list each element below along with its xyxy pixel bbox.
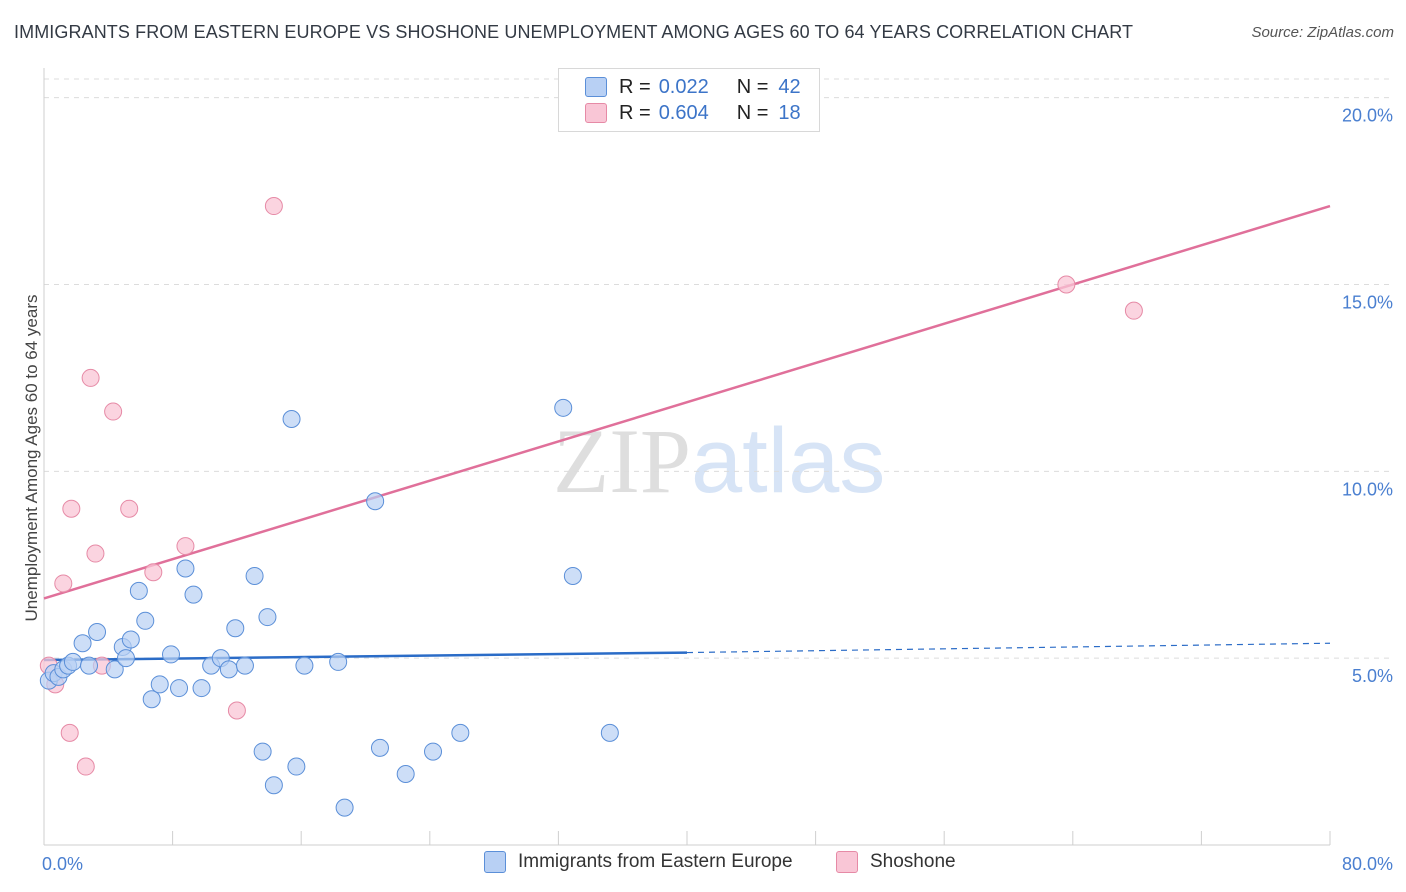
data-point-immigrants <box>295 656 314 675</box>
data-point-immigrants <box>396 765 415 784</box>
data-point-immigrants <box>282 410 301 429</box>
data-point-immigrants <box>600 723 619 742</box>
data-point-immigrants <box>121 630 140 649</box>
x-tick-label: 0.0% <box>42 854 83 874</box>
data-point-immigrants <box>176 559 195 578</box>
y-tick-label: 5.0% <box>1352 666 1393 686</box>
data-point-immigrants <box>366 492 385 511</box>
series-legend-label: Shoshone <box>870 851 956 872</box>
data-point-immigrants <box>451 723 470 742</box>
data-point-immigrants <box>150 675 169 694</box>
data-point-immigrants <box>424 742 443 761</box>
data-point-immigrants <box>105 660 124 679</box>
data-point-immigrants <box>129 581 148 600</box>
y-tick-label: 15.0% <box>1342 293 1393 313</box>
data-point-immigrants <box>170 679 189 698</box>
data-point-shoshone <box>76 757 95 776</box>
data-point-shoshone <box>1124 301 1143 320</box>
data-point-immigrants <box>258 608 277 627</box>
data-point-immigrants <box>554 398 573 417</box>
legend-n-value: 42 <box>778 75 801 98</box>
chart-title: IMMIGRANTS FROM EASTERN EUROPE VS SHOSHO… <box>14 22 1134 42</box>
data-point-immigrants <box>226 619 245 638</box>
data-point-immigrants <box>116 649 135 668</box>
y-axis-title: Unemployment Among Ages 60 to 64 years <box>22 295 41 622</box>
data-point-immigrants <box>161 645 180 664</box>
trend-line-immigrants <box>43 651 688 662</box>
series-swatch-blue <box>484 851 506 873</box>
trend-lines <box>43 204 1331 662</box>
legend-n-label: N = <box>736 75 769 98</box>
data-points <box>39 197 1143 817</box>
watermark-atlas: atlas <box>691 410 886 512</box>
data-point-shoshone <box>54 574 73 593</box>
grid <box>44 78 1394 659</box>
series-legend: Immigrants from Eastern Europe Shoshone <box>0 851 1406 879</box>
series-swatch-pink <box>836 851 858 873</box>
data-point-immigrants <box>80 656 99 675</box>
data-point-shoshone <box>1057 275 1076 294</box>
data-point-immigrants <box>73 634 92 653</box>
data-point-shoshone <box>264 197 283 216</box>
data-point-immigrants <box>235 656 254 675</box>
watermark: ZIPatlas <box>553 408 885 514</box>
trend-line-immigrants-extension <box>686 642 1331 654</box>
stats-legend: R = 0.022 N = 42 R = 0.604 N = 18 <box>558 68 820 132</box>
axes <box>43 68 1331 846</box>
series-legend-shoshone[interactable]: Shoshone <box>836 851 956 873</box>
data-point-immigrants <box>287 757 306 776</box>
data-point-immigrants <box>136 611 155 630</box>
data-point-shoshone <box>60 723 79 742</box>
legend-row-immigrants: R = 0.022 N = 42 <box>559 74 801 100</box>
legend-row-shoshone: R = 0.604 N = 18 <box>559 100 801 126</box>
data-point-immigrants <box>245 566 264 585</box>
legend-r-value: 0.604 <box>658 101 709 124</box>
tick-labels: 5.0% 10.0% 15.0% 20.0% 0.0% 80.0% <box>42 106 1393 874</box>
data-point-immigrants <box>192 679 211 698</box>
y-tick-label: 20.0% <box>1342 106 1393 126</box>
data-point-immigrants <box>370 738 389 757</box>
data-point-immigrants <box>88 623 107 642</box>
trend-line-shoshone <box>43 204 1331 600</box>
legend-swatch-blue <box>585 77 607 97</box>
series-legend-label: Immigrants from Eastern Europe <box>518 851 793 872</box>
data-point-immigrants <box>329 652 348 671</box>
data-point-immigrants <box>142 690 161 709</box>
source-credit: Source: ZipAtlas.com <box>1251 24 1394 41</box>
legend-swatch-pink <box>585 103 607 123</box>
data-point-shoshone <box>62 499 81 518</box>
data-point-shoshone <box>120 499 139 518</box>
data-point-immigrants <box>63 652 82 671</box>
legend-n-label: N = <box>736 101 769 124</box>
x-tick-label: 80.0% <box>1342 854 1393 874</box>
data-point-shoshone <box>81 368 100 387</box>
data-point-immigrants <box>563 566 582 585</box>
y-tick-label: 10.0% <box>1342 479 1393 499</box>
data-point-shoshone <box>176 537 195 556</box>
data-point-shoshone <box>86 544 105 563</box>
data-point-immigrants <box>253 742 272 761</box>
legend-r-label: R = <box>619 101 651 124</box>
watermark-zip: ZIP <box>553 410 691 512</box>
data-point-shoshone <box>227 701 246 720</box>
legend-n-value: 18 <box>778 101 801 124</box>
data-point-immigrants <box>264 776 283 795</box>
data-point-shoshone <box>104 402 123 421</box>
data-point-immigrants <box>219 660 238 679</box>
legend-r-label: R = <box>619 75 651 98</box>
legend-r-value: 0.022 <box>658 75 709 98</box>
data-point-immigrants <box>184 585 203 604</box>
data-point-shoshone <box>144 563 163 582</box>
series-legend-immigrants[interactable]: Immigrants from Eastern Europe <box>484 851 793 873</box>
data-point-immigrants <box>335 798 354 817</box>
